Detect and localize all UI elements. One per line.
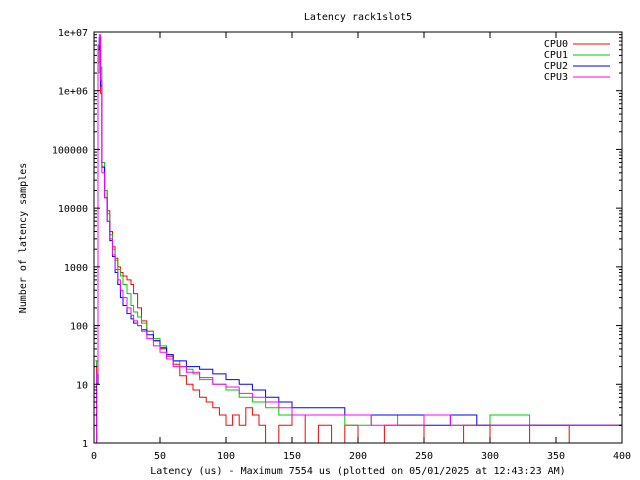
series-cpu0-line [95, 49, 622, 444]
x-tick-label: 150 [283, 451, 301, 462]
series-cpu1-line [95, 37, 622, 426]
x-tick-label: 200 [349, 451, 367, 462]
y-tick-label: 10 [76, 380, 88, 391]
x-tick-label: 250 [415, 451, 433, 462]
axis-ticks: 0 50 100 150 200 250 300 350 400 1 10 100 1000 10000 1… [52, 28, 631, 462]
x-tick-label: 100 [217, 451, 235, 462]
legend-label: CPU0 [544, 39, 568, 50]
y-tick-label: 1 [82, 439, 88, 450]
series-layer [95, 34, 622, 444]
y-axis-label: Number of latency samples [18, 163, 29, 314]
chart-title: Latency rack1slot5 [304, 12, 412, 23]
legend-label: CPU1 [544, 50, 568, 61]
series-cpu3-line [95, 34, 622, 444]
y-tick-label: 1e+07 [58, 28, 88, 39]
x-tick-label: 50 [154, 451, 166, 462]
y-tick-label: 10000 [58, 204, 88, 215]
legend-label: CPU3 [544, 72, 568, 83]
series-cpu2-line [95, 37, 622, 444]
plot-frame [93, 31, 623, 444]
legend-label: CPU2 [544, 61, 568, 72]
x-tick-label: 400 [613, 451, 631, 462]
x-axis-label: Latency (us) - Maximum 7554 us (plotted … [150, 466, 565, 477]
y-tick-label: 1000 [64, 263, 88, 274]
y-tick-label: 100 [70, 322, 88, 333]
x-tick-label: 350 [547, 451, 565, 462]
y-tick-label: 1e+06 [58, 87, 88, 98]
x-tick-label: 300 [481, 451, 499, 462]
y-tick-label: 100000 [52, 145, 88, 156]
x-tick-label: 0 [91, 451, 97, 462]
